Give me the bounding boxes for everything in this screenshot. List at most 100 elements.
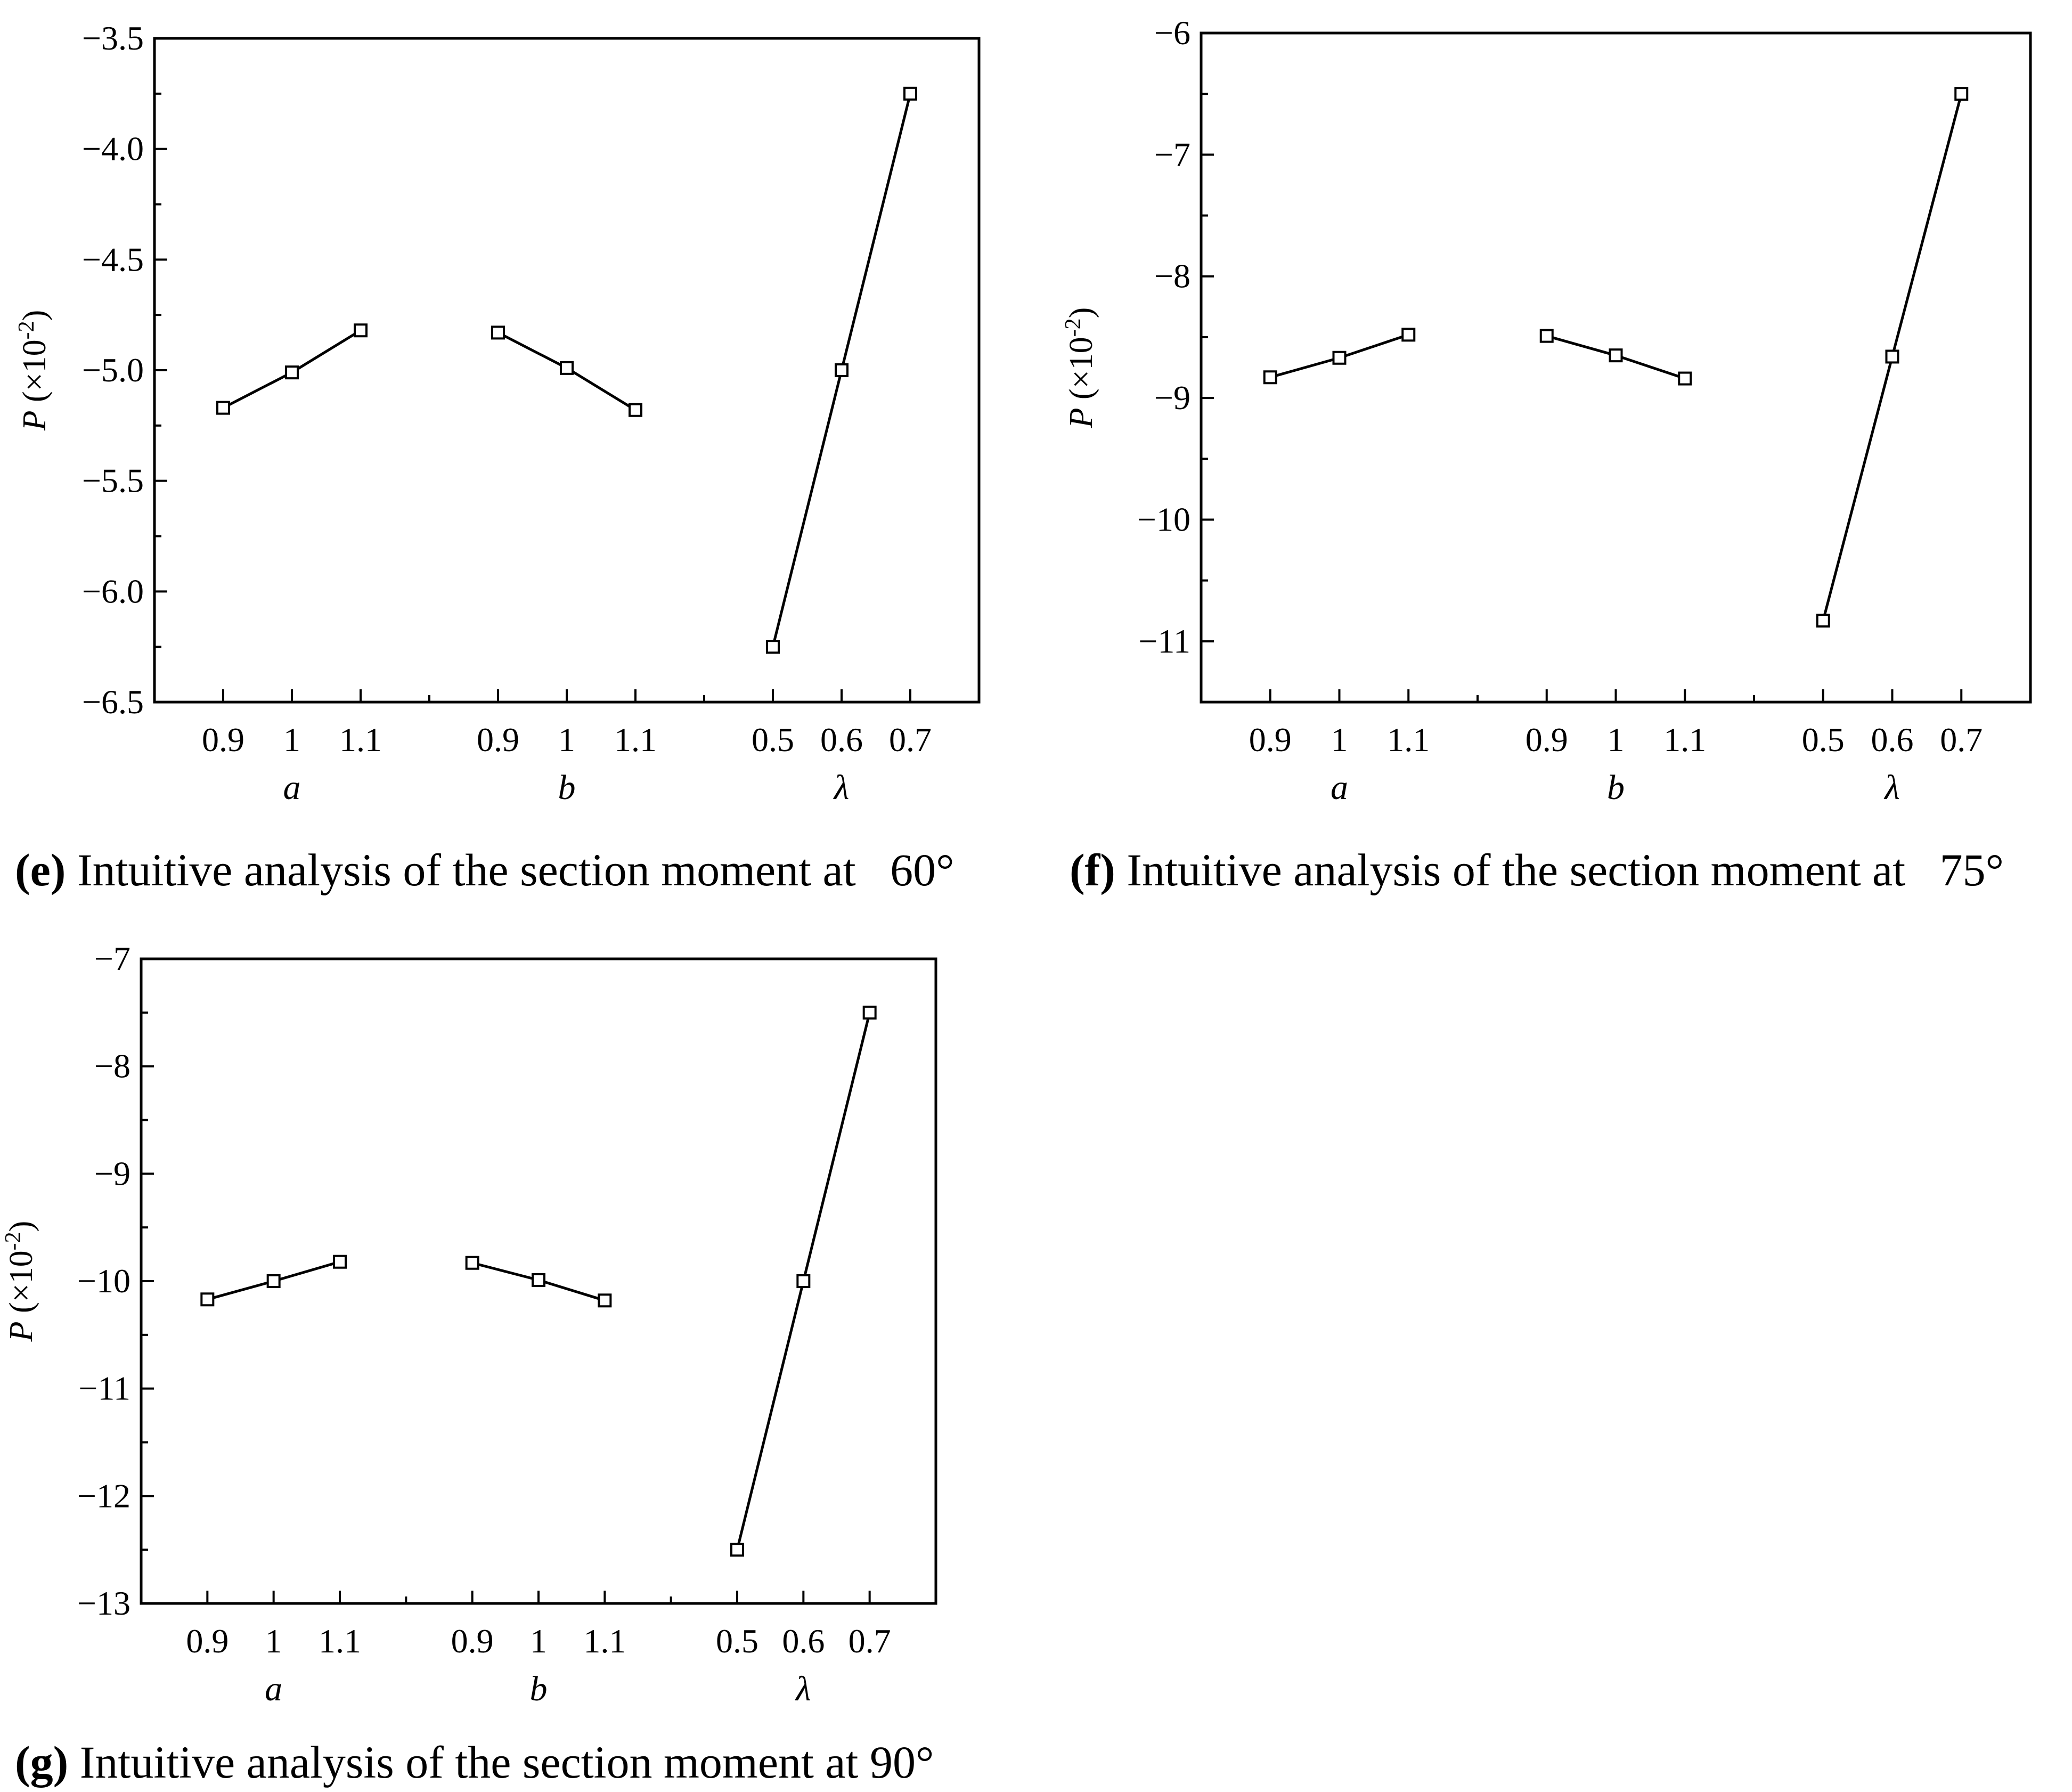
y-axis-label: P (×10-2) [1, 1221, 39, 1342]
data-point-marker [766, 640, 780, 654]
data-point-marker [560, 361, 574, 375]
y-axis-label-exponent: -2 [14, 321, 39, 339]
x-tick-label: 1.1 [614, 721, 657, 759]
y-axis-label-close: ) [3, 1221, 39, 1232]
data-point-marker [333, 1255, 347, 1269]
caption-f-letter: (f) [1070, 844, 1115, 895]
y-tick-label: −5.5 [82, 462, 144, 500]
y-axis-label: P (×10-2) [14, 310, 53, 431]
x-tick-label: 0.9 [186, 1622, 229, 1660]
x-tick-label: 1 [530, 1622, 547, 1660]
data-point-marker [1332, 351, 1347, 365]
caption-g-letter: (g) [15, 1737, 69, 1788]
caption-g-text: Intuitive analysis of the section moment… [68, 1737, 934, 1788]
data-point-marker [266, 1274, 281, 1288]
data-point-marker [1954, 87, 1969, 101]
y-tick-label: −8 [1154, 257, 1190, 295]
data-point-marker [796, 1274, 811, 1288]
data-point-marker [465, 1256, 479, 1270]
y-tick-label: −4.0 [82, 130, 144, 168]
data-point-marker [1816, 613, 1830, 628]
y-axis-label: P (×10-2) [1061, 307, 1099, 429]
x-tick-label: 0.9 [451, 1622, 494, 1660]
y-tick-label: −10 [77, 1262, 130, 1300]
x-tick-label: 1.1 [339, 721, 382, 759]
caption-f: (f) Intuitive analysis of the section mo… [1070, 847, 2004, 893]
x-group-label: λ [795, 1669, 811, 1708]
x-tick-label: 0.5 [752, 721, 794, 759]
x-tick-label: 1.1 [1663, 721, 1706, 759]
data-point-marker [598, 1293, 612, 1308]
y-axis-label-exponent: -2 [1061, 318, 1086, 337]
y-axis-label-var: P [17, 410, 53, 431]
y-axis-label-exponent: -2 [1, 1232, 26, 1250]
data-point-marker [1263, 370, 1277, 385]
y-tick-label: −4.5 [82, 240, 144, 278]
data-point-marker [285, 365, 299, 380]
y-tick-label: −9 [94, 1154, 130, 1192]
y-tick-label: −11 [1138, 622, 1190, 660]
x-tick-label: 1 [1331, 721, 1348, 759]
y-axis-label-unit: (×10 [1063, 337, 1099, 408]
caption-g: (g) Intuitive analysis of the section mo… [15, 1739, 934, 1785]
x-group-label: a [1331, 768, 1348, 807]
x-tick-label: 0.6 [782, 1622, 825, 1660]
data-point-marker [532, 1273, 545, 1287]
x-tick-label: 0.5 [716, 1622, 758, 1660]
y-tick-label: −6.5 [82, 683, 144, 721]
chart-panel-f: −11 −10 −9 −8 −7 −6 0.9 1 1.1 a 0.9 1 1.1 b 0.5 0.6 0.7 λ… [1055, 0, 2072, 893]
y-tick-label: −6 [1154, 14, 1190, 52]
y-tick-label: −7 [94, 940, 130, 978]
x-group-label: a [265, 1669, 282, 1708]
x-tick-label: 1 [283, 721, 300, 759]
data-point-marker [1885, 349, 1899, 364]
x-tick-label: 0.9 [477, 721, 519, 759]
data-point-marker [200, 1292, 215, 1307]
y-tick-label: −6.0 [82, 572, 144, 610]
x-group-label: b [558, 768, 576, 807]
y-tick-label: −11 [78, 1370, 130, 1407]
x-tick-label: 0.7 [849, 1622, 891, 1660]
chart-e-svg: −6.5 −6.0 −5.5 −5.0 −4.5 −4.0 −3.5 0.9 1 1.1 a 0.9 1… [14, 19, 981, 807]
data-point-marker [835, 363, 849, 377]
caption-f-text: Intuitive analysis of the section moment… [1115, 844, 2004, 895]
data-point-marker [629, 403, 642, 417]
y-tick-label: −13 [77, 1584, 130, 1622]
chart-f-svg: −11 −10 −9 −8 −7 −6 0.9 1 1.1 a 0.9 1 1.1 b 0.5 0.6 0.7 λ… [1061, 14, 2032, 807]
caption-e-letter: (e) [15, 844, 66, 895]
chart-panel-e: −6.5 −6.0 −5.5 −5.0 −4.5 −4.0 −3.5 0.9 1 1.1 a 0.9 1… [0, 0, 1012, 893]
chart-panel-g: −13 −12 −11 −10 −9 −8 −7 0.9 1 1.1 a 0.9 1 1.1 b 0.5 0.6… [0, 916, 1012, 1792]
x-tick-label: 0.7 [889, 721, 932, 759]
data-point-marker [491, 325, 505, 340]
x-tick-label: 0.7 [1940, 721, 1983, 759]
data-point-marker [1609, 348, 1623, 363]
data-point-marker [862, 1005, 877, 1020]
x-tick-label: 0.6 [820, 721, 863, 759]
y-axis-label-var: P [3, 1321, 39, 1342]
x-tick-label: 0.5 [1802, 721, 1845, 759]
y-tick-label: −10 [1137, 500, 1190, 538]
y-axis-label-var: P [1063, 408, 1099, 428]
y-axis-label-unit: (×10 [3, 1250, 39, 1321]
caption-e: (e) Intuitive analysis of the section mo… [15, 847, 955, 893]
y-tick-label: −8 [94, 1047, 130, 1085]
x-tick-label: 1 [1608, 721, 1625, 759]
x-tick-label: 1 [265, 1622, 282, 1660]
data-point-marker [1539, 329, 1554, 343]
x-tick-label: 1 [558, 721, 575, 759]
y-axis-label-close: ) [1063, 307, 1099, 319]
y-tick-label: −3.5 [82, 19, 144, 57]
x-tick-label: 0.9 [1526, 721, 1568, 759]
x-group-label: λ [1883, 768, 1900, 807]
y-tick-label: −5.0 [82, 351, 144, 389]
x-tick-label: 0.9 [202, 721, 244, 759]
y-tick-label: −9 [1154, 379, 1190, 417]
data-point-marker [1401, 328, 1416, 342]
x-group-label: b [530, 1669, 548, 1708]
data-point-marker [1678, 371, 1692, 386]
plot-frame [1200, 31, 2032, 704]
x-group-label: a [283, 768, 301, 807]
x-group-label: λ [833, 768, 850, 807]
y-axis-label-close: ) [17, 310, 53, 321]
x-tick-label: 0.6 [1871, 721, 1914, 759]
